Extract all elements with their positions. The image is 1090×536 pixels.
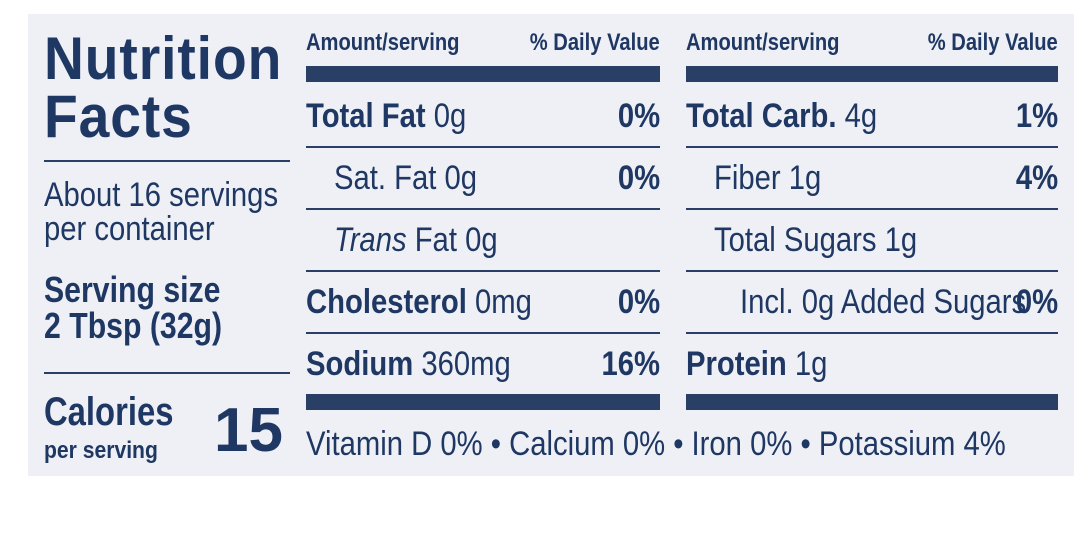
- nutrient-row: Fiber 1g: [714, 159, 822, 197]
- nutrient-dv: 1%: [1015, 97, 1058, 135]
- nutrient-dv: 4%: [1015, 159, 1058, 197]
- thick-rule: [306, 394, 660, 410]
- calories-value: 15: [214, 396, 283, 465]
- row-divider: [306, 332, 660, 334]
- nutrient-row: Total Fat 0g: [306, 97, 467, 135]
- nutrient-row: Total Sugars 1g: [714, 221, 918, 259]
- thick-rule: [306, 66, 660, 82]
- row-divider: [686, 146, 1058, 148]
- nutrient-row: Trans Fat 0g: [334, 221, 498, 259]
- servings-line-1: About 16 servings: [44, 176, 279, 214]
- row-divider: [686, 208, 1058, 210]
- thick-rule: [686, 66, 1058, 82]
- serving-size-label: Serving size: [44, 269, 221, 310]
- thick-rule: [686, 394, 1058, 410]
- calories-label: Calories: [44, 390, 174, 434]
- divider: [44, 372, 290, 374]
- nutrient-dv: 0%: [1015, 283, 1058, 321]
- row-divider: [306, 270, 660, 272]
- header-dv-left: % Daily Value: [530, 29, 660, 56]
- header-dv-right: % Daily Value: [928, 29, 1058, 56]
- serving-size-value: 2 Tbsp (32g): [44, 305, 223, 346]
- nutrient-row: Sodium 360mg: [306, 345, 511, 383]
- title-line-1: Nutrition: [44, 25, 283, 92]
- serving-size: Serving size 2 Tbsp (32g): [44, 272, 222, 344]
- nutrient-row: Protein 1g: [686, 345, 828, 383]
- nutrient-row: Cholesterol 0mg: [306, 283, 532, 321]
- row-divider: [306, 208, 660, 210]
- nutrient-row: Sat. Fat 0g: [334, 159, 478, 197]
- row-divider: [306, 146, 660, 148]
- calories-sub-label: per serving: [44, 437, 158, 464]
- servings-line-2: per container: [44, 210, 215, 248]
- nutrient-dv: 16%: [601, 345, 660, 383]
- vitamins-minerals: Vitamin D 0% • Calcium 0% • Iron 0% • Po…: [306, 425, 1006, 463]
- nutrient-dv: 0%: [617, 97, 660, 135]
- row-divider: [686, 270, 1058, 272]
- nutrient-dv: 0%: [617, 159, 660, 197]
- divider: [44, 160, 290, 162]
- header-amount-left: Amount/serving: [306, 29, 460, 56]
- servings-per-container: About 16 servings per container: [44, 178, 278, 246]
- label-title: Nutrition Facts: [44, 25, 283, 150]
- nutrient-row: Total Carb. 4g: [686, 97, 878, 135]
- nutrient-dv: 0%: [617, 283, 660, 321]
- nutrient-row: Incl. 0g Added Sugars: [740, 283, 1027, 321]
- header-amount-right: Amount/serving: [686, 29, 840, 56]
- title-line-2: Facts: [44, 83, 193, 150]
- row-divider: [686, 332, 1058, 334]
